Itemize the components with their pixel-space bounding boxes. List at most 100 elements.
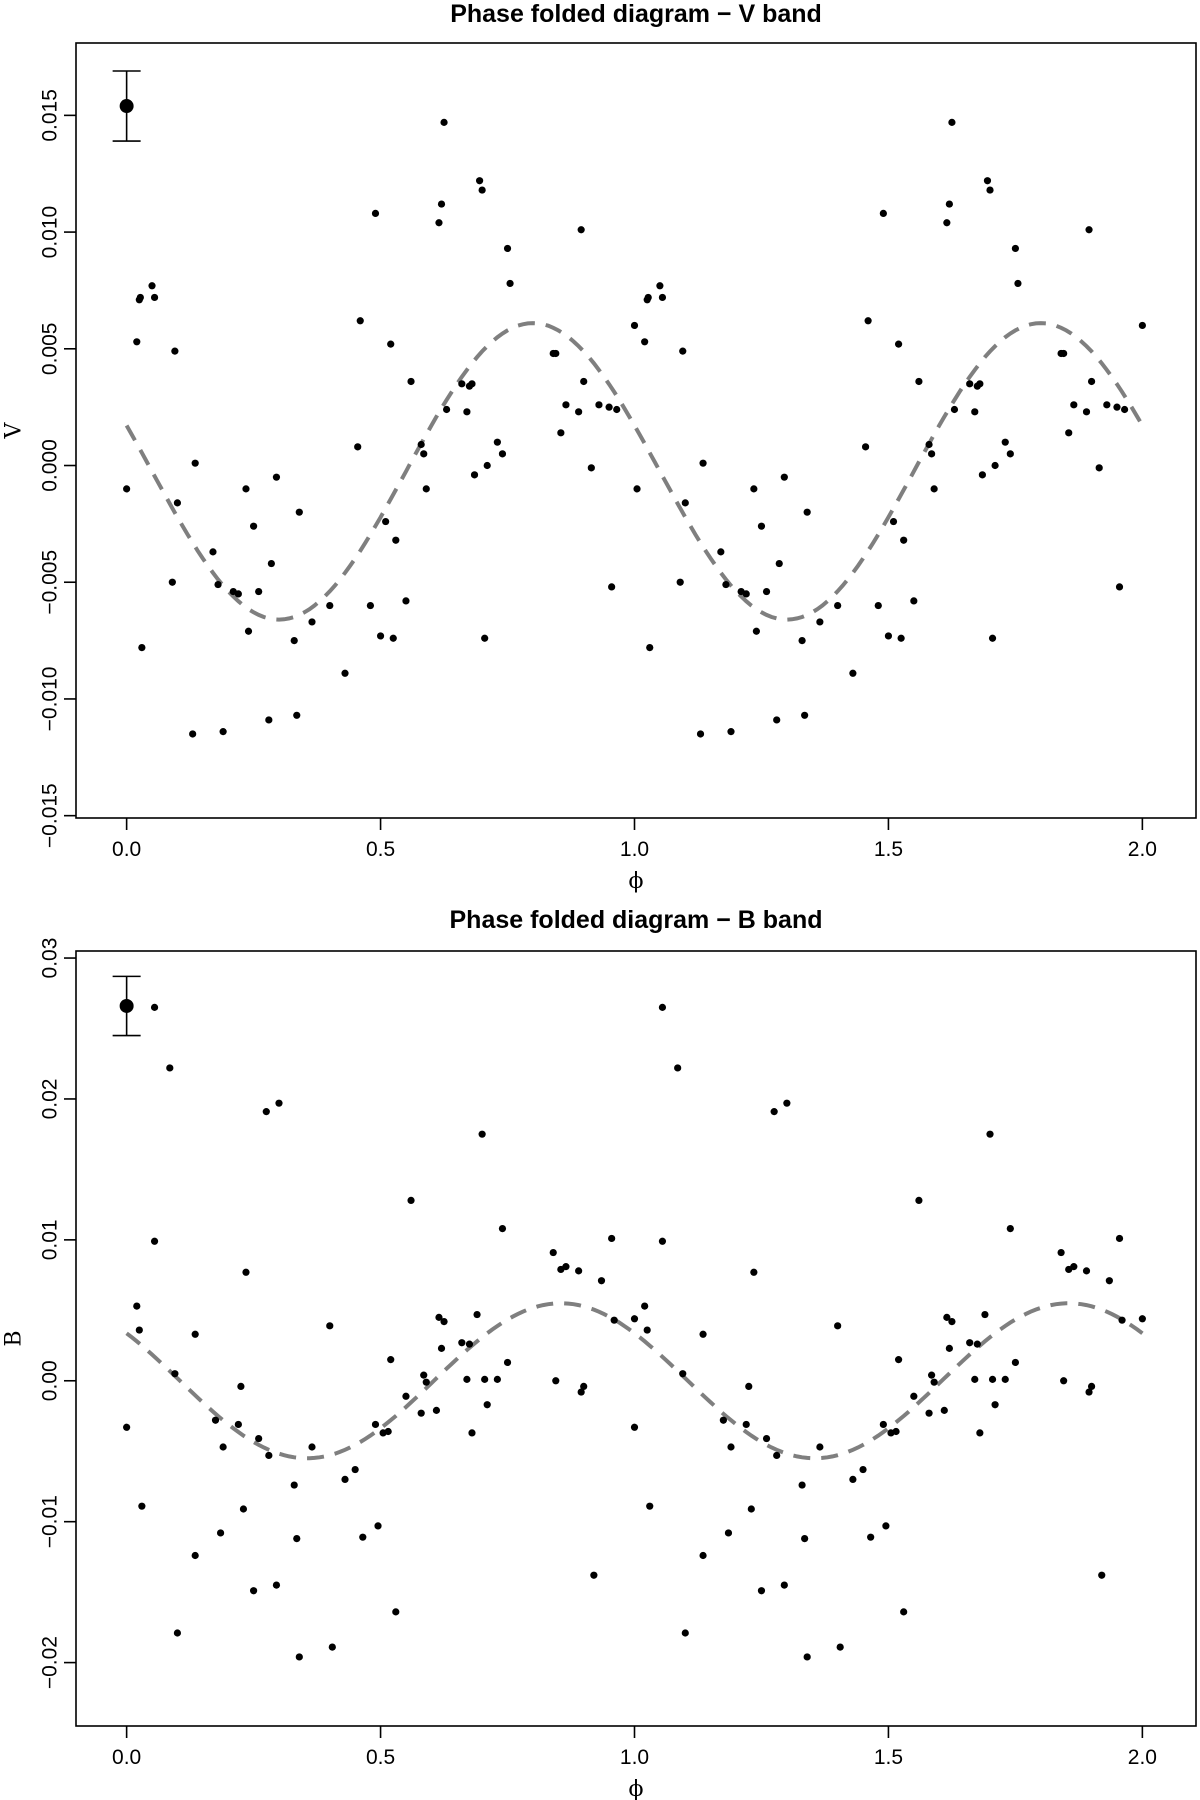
b-x-tick-label: 0.5 (366, 1746, 395, 1769)
v-data-point (1115, 583, 1124, 591)
v-data-point (214, 580, 222, 589)
b-data-point (803, 1653, 811, 1661)
v-data-point (948, 118, 956, 126)
v-y-tick-label: 0.000 (39, 439, 62, 492)
v-data-point (971, 408, 979, 416)
b-data-point (674, 1064, 682, 1072)
b-data-point (562, 1263, 570, 1271)
v-data-point (889, 517, 898, 526)
b-band-panel: Phase folded diagram − B band 0.0 0.5 1.0 1.… (2, 906, 1197, 1800)
v-data-point (242, 485, 250, 493)
b-y-tick-label: 0.03 (39, 938, 62, 979)
v-data-point (458, 380, 466, 388)
b-data-point (262, 1108, 270, 1116)
b-data-point (630, 1423, 639, 1431)
b-data-point (1001, 1375, 1009, 1383)
v-data-point (681, 499, 689, 507)
b-data-point (387, 1356, 395, 1364)
b-data-point (384, 1427, 392, 1436)
b-data-point (135, 1326, 143, 1334)
b-data-point (435, 1313, 443, 1321)
b-data-point (293, 1534, 301, 1543)
v-data-point (879, 209, 887, 218)
v-x-tick-label: 0.5 (366, 838, 395, 861)
v-data-point (506, 279, 514, 288)
v-data-point (595, 401, 603, 409)
b-data-point (894, 1356, 903, 1364)
v-data-point (727, 728, 735, 736)
b-data-point (133, 1302, 141, 1310)
b-data-point (1098, 1571, 1106, 1579)
v-data-point (750, 485, 758, 493)
v-x-tick-label: 1.0 (620, 838, 649, 861)
v-data-point (326, 601, 334, 610)
b-data-point (458, 1339, 466, 1347)
v-data-point (775, 559, 783, 568)
v-data-point (392, 536, 400, 544)
b-data-point (867, 1533, 875, 1541)
v-data-point (575, 408, 583, 416)
v-data-point (986, 186, 994, 194)
v-data-point (945, 200, 953, 208)
v-data-point (798, 636, 806, 645)
v-data-point (191, 459, 199, 467)
b-data-point (836, 1643, 844, 1651)
b-data-point (138, 1502, 146, 1510)
b-data-point (150, 1237, 159, 1245)
b-x-tick-label: 2.0 (1128, 1746, 1157, 1769)
b-data-point (1085, 1388, 1093, 1396)
v-data-point (780, 473, 788, 481)
v-data-point (168, 578, 176, 586)
b-data-point (658, 1003, 667, 1011)
v-data-point (915, 377, 923, 386)
v-data-point (366, 601, 375, 610)
b-data-point (374, 1522, 382, 1530)
b-data-point (249, 1587, 258, 1595)
v-data-point (483, 461, 491, 470)
b-data-point (407, 1196, 415, 1205)
v-data-point (910, 597, 918, 605)
b-data-point (910, 1392, 918, 1400)
v-data-point (577, 226, 585, 234)
b-data-point (590, 1571, 598, 1579)
v-data-point (209, 548, 217, 556)
v-data-point (402, 597, 410, 605)
b-data-point (1006, 1224, 1014, 1233)
b-data-point (166, 1064, 174, 1072)
v-data-point (717, 548, 725, 556)
v-data-point (894, 340, 903, 348)
v-data-point (978, 471, 986, 479)
v-data-point (1070, 401, 1078, 409)
b-data-point (750, 1268, 758, 1276)
b-data-point (463, 1375, 471, 1383)
b-data-point (326, 1322, 334, 1330)
v-data-point (928, 450, 936, 458)
b-data-point (724, 1529, 733, 1537)
v-data-point (1082, 408, 1091, 416)
v-data-point (219, 728, 227, 736)
b-data-point (123, 1423, 131, 1431)
v-data-point (699, 459, 707, 467)
v-data-point (966, 380, 974, 388)
b-data-point (597, 1277, 606, 1285)
v-y-axis-label: V (2, 421, 27, 439)
v-data-point (864, 317, 872, 325)
b-data-point (478, 1130, 486, 1138)
v-data-point (943, 219, 951, 227)
b-data-point (1060, 1377, 1068, 1385)
b-data-point (646, 1502, 654, 1510)
v-data-point (255, 587, 263, 596)
v-data-point (148, 282, 156, 290)
b-chart-title: Phase folded diagram − B band (450, 906, 823, 934)
b-fit-curve (125, 1301, 1144, 1461)
b-data-point (239, 1505, 248, 1513)
v-data-point (983, 177, 992, 185)
v-data-point (1060, 349, 1068, 358)
v-y-tick-label: 0.010 (39, 206, 62, 259)
v-x-tick-label: 2.0 (1128, 838, 1157, 861)
b-data-point (641, 1302, 649, 1310)
b-data-point (879, 1420, 887, 1429)
v-data-point (417, 440, 425, 449)
b-data-point (392, 1608, 400, 1616)
